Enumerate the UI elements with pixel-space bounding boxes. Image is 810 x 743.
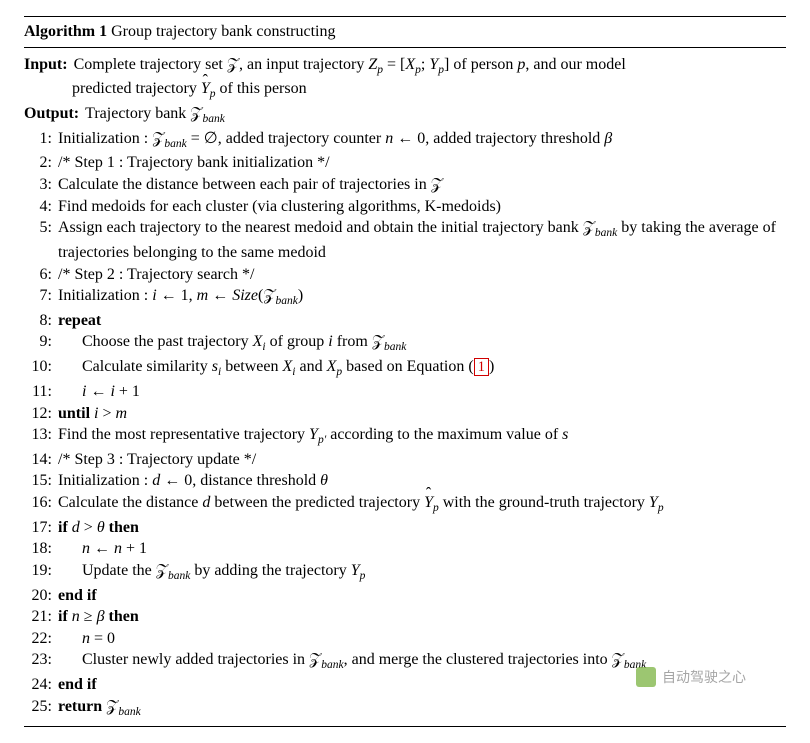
step-21: if n ≥ β then <box>24 606 786 628</box>
step-14: /* Step 3 : Trajectory update */ <box>24 449 786 471</box>
algorithm-block: Algorithm 1 Group trajectory bank constr… <box>24 16 786 727</box>
step-12: until i > m <box>24 403 786 425</box>
watermark-text: 自动驾驶之心 <box>662 668 746 687</box>
step-15: Initialization : d ← 0, distance thresho… <box>24 470 786 492</box>
input-block: Input: Complete trajectory set 𝒵, an inp… <box>24 54 786 103</box>
step-6: /* Step 2 : Trajectory search */ <box>24 264 786 286</box>
step-11: i ← i + 1 <box>24 381 786 403</box>
step-4: Find medoids for each cluster (via clust… <box>24 196 786 218</box>
algorithm-body: Input: Complete trajectory set 𝒵, an inp… <box>24 48 786 727</box>
algorithm-title: Group trajectory bank constructing <box>111 23 335 40</box>
step-list: Initialization : 𝒵bank = ∅, added trajec… <box>24 128 786 721</box>
algorithm-label: Algorithm 1 <box>24 23 107 40</box>
output-text: Trajectory bank 𝒵bank <box>85 103 786 128</box>
input-label: Input: <box>24 54 74 79</box>
step-8: repeat <box>24 310 786 332</box>
equation-ref[interactable]: 1 <box>474 358 489 376</box>
step-19: Update the 𝒵bank by adding the trajector… <box>24 560 786 585</box>
step-3: Calculate the distance between each pair… <box>24 174 786 196</box>
step-10: Calculate similarity si between Xi and X… <box>24 356 786 381</box>
wechat-icon <box>636 667 656 687</box>
step-1: Initialization : 𝒵bank = ∅, added trajec… <box>24 128 786 153</box>
input-line-2: predicted trajectory Yp of this person <box>24 78 786 103</box>
output-label: Output: <box>24 103 85 128</box>
step-9: Choose the past trajectory Xi of group i… <box>24 331 786 356</box>
step-17: if d > θ then <box>24 517 786 539</box>
step-16: Calculate the distance d between the pre… <box>24 492 786 517</box>
step-5: Assign each trajectory to the nearest me… <box>24 217 786 263</box>
step-25: return 𝒵bank <box>24 696 786 721</box>
algorithm-title-row: Algorithm 1 Group trajectory bank constr… <box>24 17 786 48</box>
step-13: Find the most representative trajectory … <box>24 424 786 449</box>
output-block: Output: Trajectory bank 𝒵bank <box>24 103 786 128</box>
step-20: end if <box>24 585 786 607</box>
step-18: n ← n + 1 <box>24 538 786 560</box>
step-22: n = 0 <box>24 628 786 650</box>
step-7: Initialization : i ← 1, m ← Size(𝒵bank) <box>24 285 786 310</box>
step-2: /* Step 1 : Trajectory bank initializati… <box>24 152 786 174</box>
watermark: 自动驾驶之心 <box>636 667 746 687</box>
input-line-1: Complete trajectory set 𝒵, an input traj… <box>74 54 786 79</box>
